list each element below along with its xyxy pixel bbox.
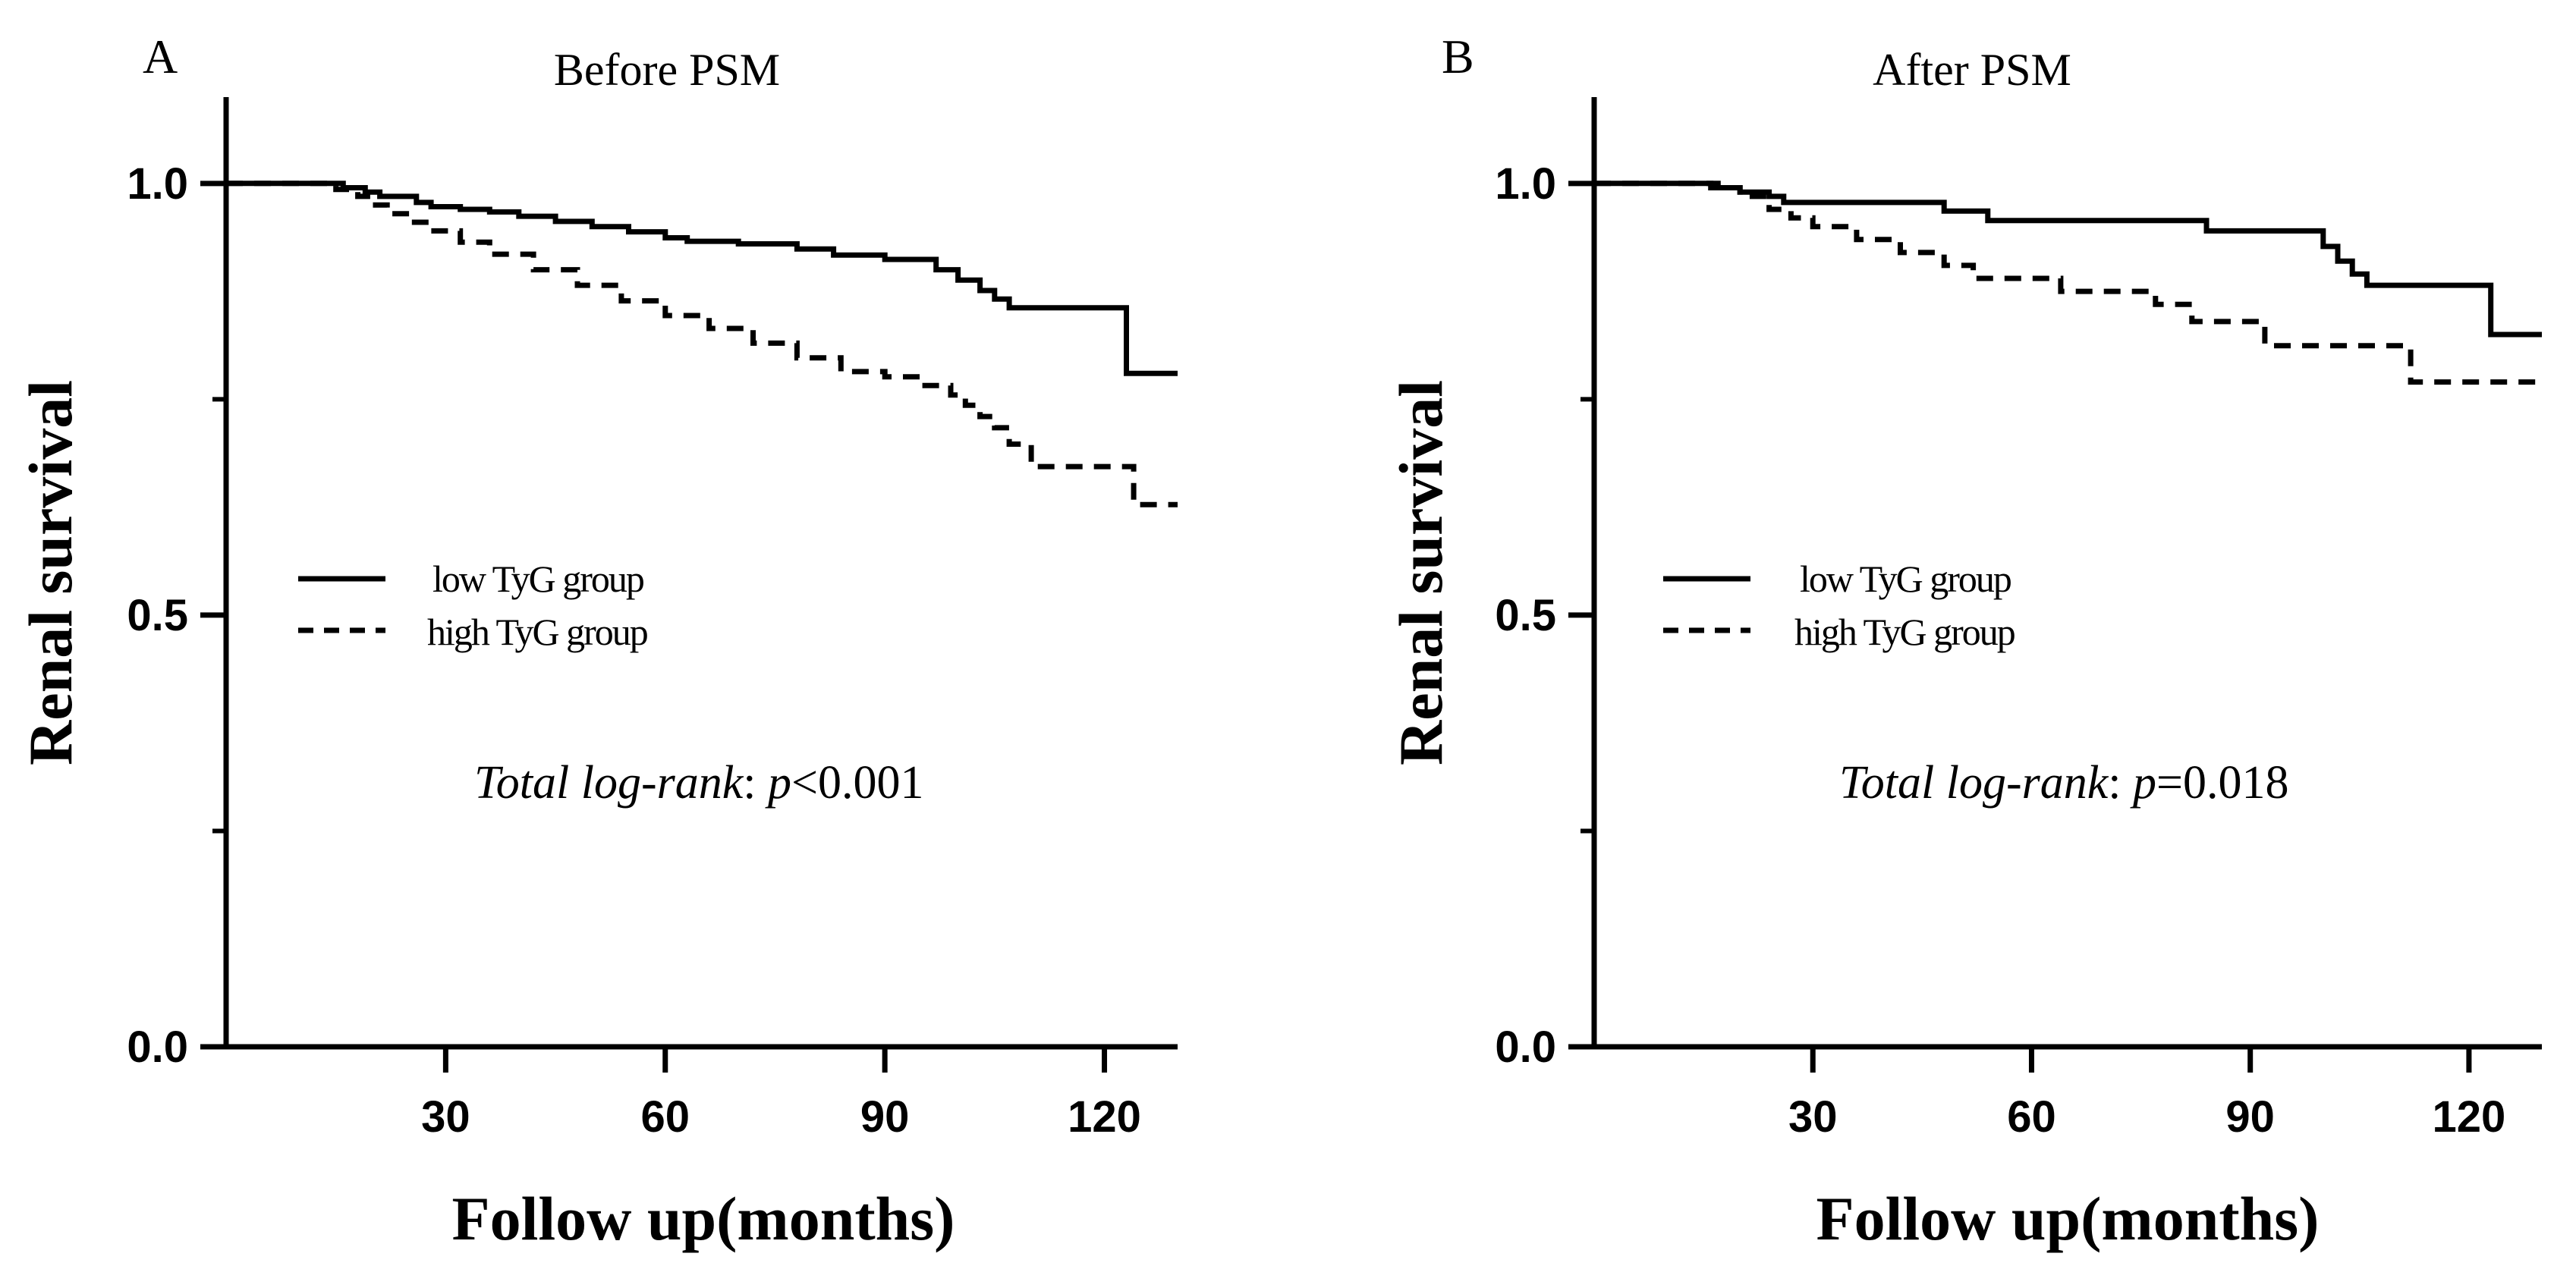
panel-title: After PSM [1873,45,2071,95]
y-tick-labels: 0.0 0.5 1.0 [1495,159,1556,1072]
log-rank-p: p [765,757,791,809]
panel-b: B After PSM 0.0 0.5 1.0 30 60 90 120 Fol… [1386,30,2542,1253]
series-layer [1594,181,2542,385]
log-rank-label: Total log-rank [474,757,744,809]
x-tick-label: 120 [2433,1092,2506,1142]
x-tick-label: 60 [2007,1092,2056,1142]
x-tick-label: 30 [1788,1092,1838,1142]
legend-label-high-tyg: high TyG group [427,611,648,653]
y-tick-label: 0.5 [127,591,188,640]
panel-letter: A [143,30,178,83]
panel-letter: B [1442,30,1474,83]
log-rank-separator: : [743,757,768,809]
x-axis-title: Follow up(months) [1816,1184,2320,1253]
legend-label-low-tyg: low TyG group [1800,558,2011,600]
legend: low TyG group high TyG group [1663,558,2017,653]
y-tick-labels: 0.0 0.5 1.0 [127,159,188,1072]
log-rank-value: =0.018 [2156,757,2288,809]
axes [1591,97,2542,1050]
panel-title: Before PSM [554,45,780,95]
y-axis-title: Renal survival [1386,380,1455,765]
axes [223,97,1178,1050]
y-tick-label: 1.0 [127,159,188,209]
x-tick-label: 90 [860,1092,910,1142]
ticks [1568,181,2472,1073]
log-rank-annotation: Total log-rank: p<0.001 [474,757,923,809]
legend-label-high-tyg: high TyG group [1794,611,2015,653]
x-tick-labels: 30 60 90 120 [421,1092,1141,1142]
x-tick-label: 90 [2225,1092,2275,1142]
ticks [200,181,1108,1073]
x-tick-label: 120 [1068,1092,1141,1142]
log-rank-annotation: Total log-rank: p=0.018 [1839,757,2288,809]
log-rank-separator: : [2108,757,2133,809]
plot-area: 0.0 0.5 1.0 30 60 90 120 [127,97,1178,1142]
x-axis-title: Follow up(months) [452,1184,955,1253]
y-tick-label: 0.0 [1495,1023,1556,1072]
x-tick-label: 60 [641,1092,690,1142]
x-tick-label: 30 [421,1092,470,1142]
legend: low TyG group high TyG group [298,558,650,653]
log-rank-p: p [2130,757,2156,809]
curve-high-tyg [226,181,1178,507]
curve-low-tyg [226,181,1178,376]
series-layer [226,181,1178,507]
log-rank-label: Total log-rank [1839,757,2109,809]
y-tick-label: 0.0 [127,1023,188,1072]
panel-a: A Before PSM 0.0 0.5 1.0 30 60 90 120 Fo… [16,30,1178,1253]
log-rank-value: <0.001 [791,757,923,809]
plot-area: 0.0 0.5 1.0 30 60 90 120 [1495,97,2542,1142]
x-tick-labels: 30 60 90 120 [1788,1092,2505,1142]
y-axis-title: Renal survival [16,380,85,765]
y-tick-label: 1.0 [1495,159,1556,209]
y-tick-label: 0.5 [1495,591,1556,640]
legend-label-low-tyg: low TyG group [432,558,644,600]
